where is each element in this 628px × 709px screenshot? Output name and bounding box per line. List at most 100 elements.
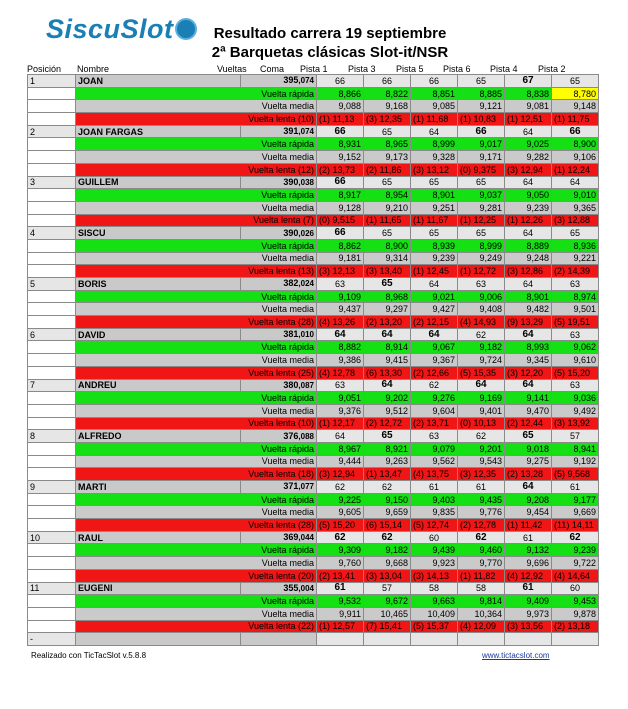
laps-cell: 395,074: [240, 74, 317, 88]
avg-value: 9,605: [316, 505, 364, 520]
slow-lap-row: Vuelta lenta (25) (4) 12,78 (6) 13,30 (2) 1…: [27, 365, 599, 380]
slow-label: Vuelta lenta (20): [75, 568, 317, 583]
fast-value: 9,021: [410, 289, 458, 304]
fast-value: 8,780: [551, 86, 599, 101]
laps-cell: 355,004: [240, 581, 317, 596]
fast-value: 8,939: [410, 238, 458, 253]
track-laps-cell: 61: [504, 581, 552, 596]
avg-value: 9,251: [410, 200, 458, 215]
fast-label: Vuelta rápida: [75, 188, 317, 202]
footer-link[interactable]: www.tictacslot.com: [482, 651, 550, 660]
laps-value: 355: [283, 582, 299, 593]
track-laps-cell: 64: [504, 175, 552, 190]
avg-value: 9,088: [316, 99, 364, 114]
slow-label: Vuelta lenta (10): [75, 416, 317, 431]
fast-value: 8,974: [551, 289, 599, 304]
track-laps-cell: 61: [457, 480, 505, 494]
fast-value: 8,999: [410, 137, 458, 152]
avg-value: 9,192: [551, 454, 599, 469]
spacer-cell: [27, 403, 76, 418]
avg-value: 9,085: [410, 99, 458, 114]
laps-cell: 390,038: [240, 175, 317, 190]
track-laps-cell: 66: [316, 124, 364, 139]
track-laps-cell: 66: [316, 226, 364, 240]
track-laps-cell: 65: [363, 277, 411, 291]
avg-value: 9,543: [457, 454, 505, 469]
slow-value: (5) 9,568: [551, 467, 599, 481]
fast-value: 8,838: [504, 86, 552, 101]
avg-value: 9,365: [551, 200, 599, 215]
track-laps-cell: 64: [410, 277, 458, 291]
track-laps-cell: 62: [363, 480, 411, 494]
fast-value: 8,917: [316, 188, 364, 202]
slow-value: (5) 15,20: [316, 518, 364, 532]
track-laps-cell: [551, 632, 599, 646]
race-title: Resultado carrera 19 septiembre: [213, 25, 447, 42]
track-laps-cell: 64: [504, 327, 552, 342]
fast-value: 8,822: [363, 86, 411, 101]
avg-value: 9,121: [457, 99, 505, 114]
slow-value: (0) 10,13: [457, 416, 505, 431]
avg-value: 9,173: [363, 150, 411, 164]
avg-value: 9,281: [457, 200, 505, 215]
slow-value: (5) 12,74: [410, 518, 458, 532]
slow-value: (9) 13,29: [504, 315, 552, 329]
driver-name: ALFREDO: [75, 429, 241, 443]
driver-name: BORIS: [75, 277, 241, 291]
track-laps-cell: 63: [410, 429, 458, 443]
spacer-cell: [27, 112, 76, 126]
spacer-cell: [27, 505, 76, 520]
driver-name: ANDREU: [75, 378, 241, 393]
fast-value: 9,141: [504, 391, 552, 405]
track-laps-cell: 65: [551, 74, 599, 88]
avg-value: 9,148: [551, 99, 599, 114]
slow-value: (0) 9,515: [316, 213, 364, 228]
fast-label: Vuelta rápida: [75, 492, 317, 507]
avg-value: 9,437: [316, 302, 364, 317]
fast-lap-row: Vuelta rápida 8,882 8,914 9,067 9,182 8,993 9,…: [27, 340, 599, 355]
track-laps-cell: 66: [457, 124, 505, 139]
laps-value: 369: [283, 532, 299, 543]
track-laps-cell: 64: [363, 327, 411, 342]
avg-value: 9,659: [363, 505, 411, 520]
fast-value: 9,067: [410, 340, 458, 355]
avg-label: Vuelta media: [75, 403, 317, 418]
laps-cell: 380,087: [240, 378, 317, 393]
avg-value: 10,465: [363, 606, 411, 621]
track-laps-cell: 67: [504, 74, 552, 88]
track-laps-cell: 62: [457, 327, 505, 342]
fast-value: 8,931: [316, 137, 364, 152]
avg-lap-row: Vuelta media 9,437 9,297 9,427 9,408 9,482 9,5…: [27, 302, 599, 317]
track-laps-cell: 63: [551, 277, 599, 291]
slow-value: (5) 15,35: [457, 365, 505, 380]
fast-value: 9,062: [551, 340, 599, 355]
track-laps-cell: 63: [551, 378, 599, 393]
spacer-cell: [27, 162, 76, 177]
laps-decimal: ,038: [298, 177, 314, 187]
track-laps-cell: 64: [316, 429, 364, 443]
driver-row: 4 SISCU 390,026 66 65 65 65 64 65: [27, 226, 599, 240]
laps-value: 371: [283, 481, 299, 492]
track-laps-cell: 58: [410, 581, 458, 596]
avg-value: 9,669: [551, 505, 599, 520]
slow-label: Vuelta lenta (10): [75, 112, 317, 126]
slow-value: (4) 14,64: [551, 568, 599, 583]
slow-value: (1) 12,24: [551, 162, 599, 177]
avg-value: 9,171: [457, 150, 505, 164]
spacer-cell: [27, 606, 76, 621]
fast-value: 9,225: [316, 492, 364, 507]
slow-value: (2) 13,20: [363, 315, 411, 329]
spacer-cell: [27, 556, 76, 570]
fast-value: 9,439: [410, 543, 458, 558]
avg-value: 9,470: [504, 403, 552, 418]
spacer-cell: [27, 416, 76, 431]
slow-value: (3) 13,92: [551, 416, 599, 431]
laps-cell: 376,088: [240, 429, 317, 443]
track-laps-cell: 64: [504, 226, 552, 240]
header-coma: Coma: [260, 64, 285, 74]
header-pista-4: Pista 4: [490, 64, 518, 74]
fast-label: Vuelta rápida: [75, 594, 317, 608]
logo-text: SiscuSlot: [46, 14, 174, 44]
fast-value: 9,202: [363, 391, 411, 405]
track-laps-cell: 65: [363, 124, 411, 139]
